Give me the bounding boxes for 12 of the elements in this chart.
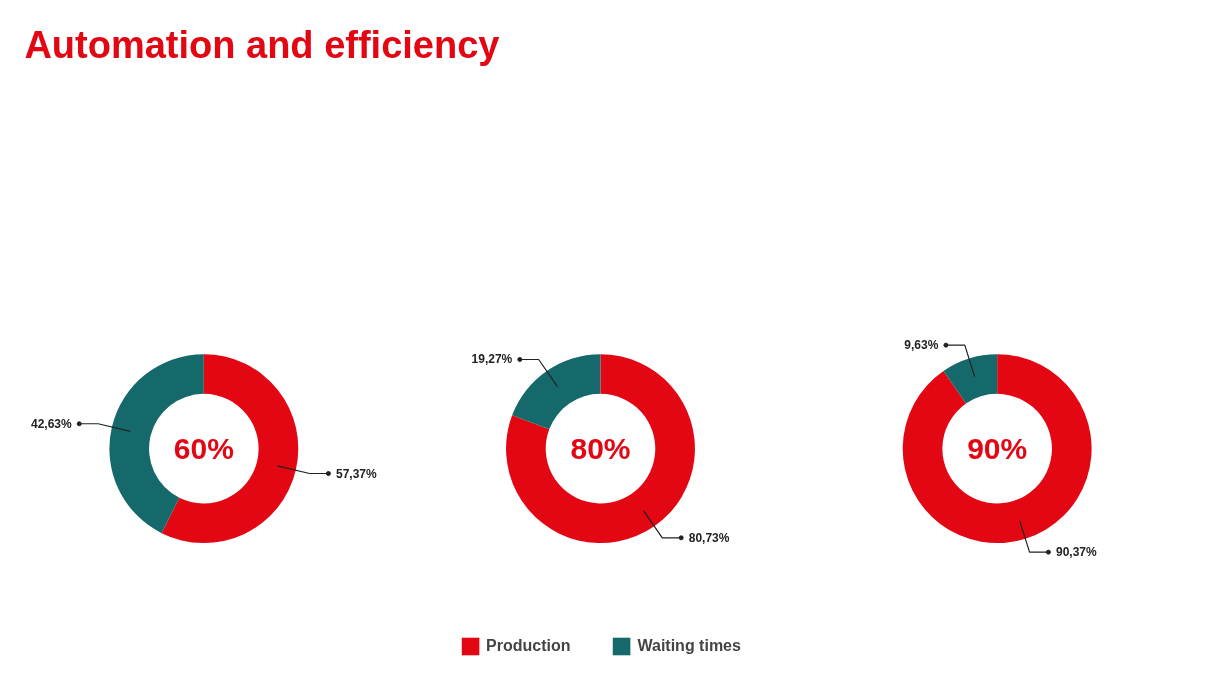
data-label: 9,63% — [904, 338, 939, 353]
text: 80% — [570, 432, 631, 466]
data-label: 90,37% — [1055, 545, 1097, 560]
data-label: 19,27% — [471, 352, 513, 367]
legend-label: Production — [486, 636, 571, 655]
text: 90% — [967, 432, 1028, 466]
legend-label: Waiting times — [637, 636, 741, 655]
data-label: 42,63% — [30, 416, 73, 431]
text: 60% — [173, 432, 234, 466]
chart-title: Automation and efficiency — [24, 24, 500, 67]
data-label: 80,73% — [688, 530, 730, 545]
data-label: 57,37% — [335, 466, 378, 481]
